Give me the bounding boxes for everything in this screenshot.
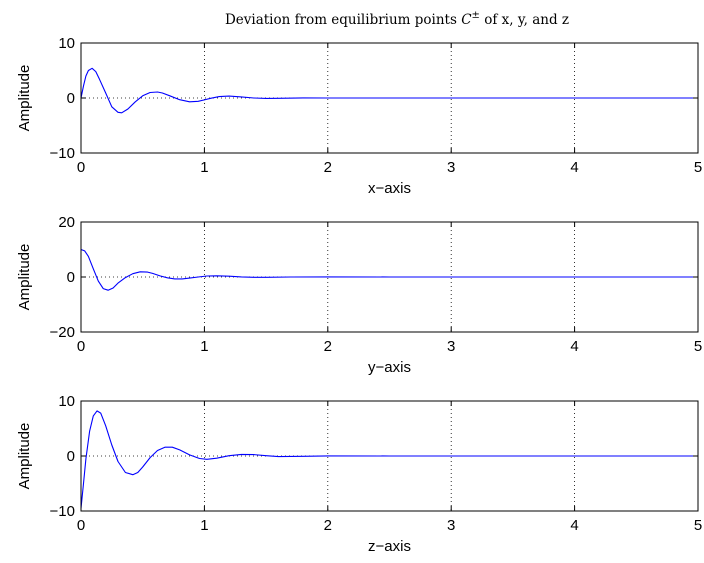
y-axis-label: Amplitude xyxy=(16,244,33,311)
figure-title-tail: of x, y, and z xyxy=(480,12,569,28)
x-tick-label: 1 xyxy=(200,517,208,534)
y-tick-label: −10 xyxy=(50,145,75,162)
x-tick-label: 5 xyxy=(694,517,702,534)
x-tick-label: 4 xyxy=(570,338,578,355)
y-tick-label: 0 xyxy=(67,90,75,107)
x-tick-label: 2 xyxy=(324,159,332,176)
figure-title: Deviation from equilibrium points C± of … xyxy=(225,10,569,28)
y-tick-label: −20 xyxy=(50,324,75,341)
figure-title-main: Deviation from equilibrium points xyxy=(225,12,461,28)
x-tick-label: 4 xyxy=(570,517,578,534)
x-tick-label: 5 xyxy=(694,338,702,355)
series-line xyxy=(80,248,698,291)
x-tick-label: 4 xyxy=(570,159,578,176)
x-tick-label: 0 xyxy=(77,159,85,176)
x-tick-label: 2 xyxy=(324,338,332,355)
x-tick-label: 3 xyxy=(447,517,455,534)
x-axis-label: z−axis xyxy=(368,538,411,555)
x-tick-label: 2 xyxy=(324,517,332,534)
x-axis-label: x−axis xyxy=(368,180,411,197)
y-axis-label: Amplitude xyxy=(16,423,33,490)
y-tick-label: 20 xyxy=(58,214,75,231)
y-tick-label: 0 xyxy=(67,269,75,286)
figure-title-superscript: ± xyxy=(472,10,480,21)
y-tick-label: 10 xyxy=(58,35,75,52)
x-tick-label: 3 xyxy=(447,338,455,355)
series-line xyxy=(80,410,698,509)
y-tick-label: 10 xyxy=(58,393,75,410)
y-axis-label: Amplitude xyxy=(16,65,33,132)
x-tick-label: 1 xyxy=(200,338,208,355)
x-tick-label: 3 xyxy=(447,159,455,176)
x-tick-label: 1 xyxy=(200,159,208,176)
figure-title-symbol: C xyxy=(461,12,472,28)
series-line xyxy=(80,67,698,114)
x-tick-label: 0 xyxy=(77,338,85,355)
y-tick-label: 0 xyxy=(67,448,75,465)
y-tick-label: −10 xyxy=(50,503,75,520)
x-axis-label: y−axis xyxy=(368,359,411,376)
x-tick-label: 0 xyxy=(77,517,85,534)
x-tick-label: 5 xyxy=(694,159,702,176)
